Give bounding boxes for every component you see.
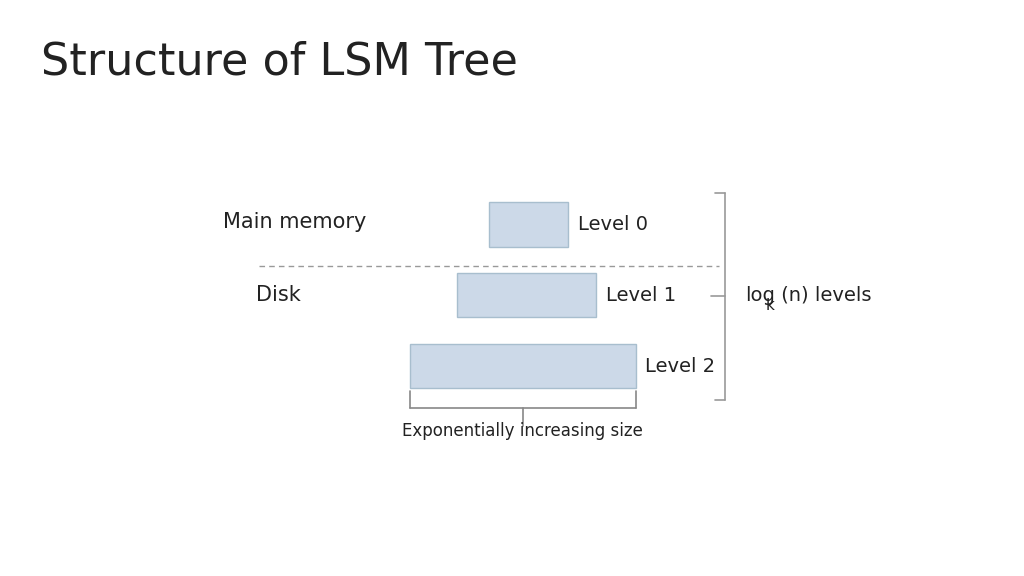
Text: Main memory: Main memory — [223, 212, 367, 232]
Text: log: log — [745, 286, 775, 305]
Text: Disk: Disk — [256, 285, 301, 305]
Bar — [458, 273, 596, 317]
Bar — [410, 344, 636, 388]
Text: k: k — [766, 298, 775, 313]
Bar — [489, 202, 568, 247]
Text: Level 1: Level 1 — [606, 286, 676, 305]
Text: Level 0: Level 0 — [578, 215, 648, 234]
Text: Structure of LSM Tree: Structure of LSM Tree — [41, 40, 518, 84]
Text: Exponentially increasing size: Exponentially increasing size — [402, 422, 643, 439]
Text: Level 2: Level 2 — [645, 357, 716, 376]
Text: (n) levels: (n) levels — [775, 286, 871, 305]
